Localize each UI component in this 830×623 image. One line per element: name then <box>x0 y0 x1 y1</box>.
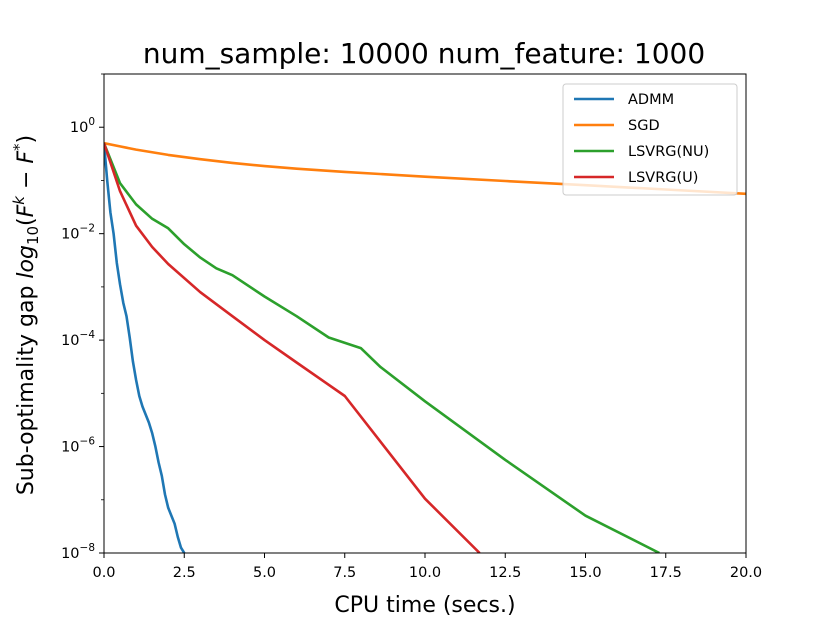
x-tick-label: 7.5 <box>333 565 356 581</box>
x-tick-label: 5.0 <box>253 565 276 581</box>
legend-label: LSVRG(NU) <box>628 144 709 160</box>
x-tick-label: 15.0 <box>569 565 601 581</box>
series-line-lsvrg-u <box>104 142 481 553</box>
x-axis-label: CPU time (secs.) <box>334 593 515 618</box>
y-tick-label: 100 <box>70 116 95 136</box>
y-axis-label-sub: 10 <box>24 226 42 245</box>
x-tick-label: 10.0 <box>409 565 441 581</box>
x-tick-label: 20.0 <box>730 565 762 581</box>
legend-label: LSVRG(U) <box>628 170 698 186</box>
y-axis-label-star: * <box>10 143 28 151</box>
x-tick-label: 12.5 <box>489 565 521 581</box>
y-axis-label-k: k <box>10 195 28 205</box>
y-axis-label-open: ( <box>14 217 39 226</box>
y-axis-label-log: log <box>14 245 39 279</box>
legend: ADMM SGD LSVRG(NU) LSVRG(U) <box>562 83 738 196</box>
x-axis-ticks: 0.0 2.5 5.0 7.5 10.0 12.5 15.0 17.5 20.0 <box>92 553 762 581</box>
y-axis-label-close: ) <box>14 135 39 144</box>
legend-box <box>562 83 738 196</box>
series-line-lsvrg-nu <box>104 142 660 553</box>
legend-label: SGD <box>628 118 660 134</box>
x-tick-label: 2.5 <box>173 565 196 581</box>
y-axis-label-minus: − <box>14 164 39 196</box>
legend-items: ADMM SGD LSVRG(NU) LSVRG(U) <box>574 92 709 186</box>
legend-label: ADMM <box>628 92 674 108</box>
y-tick-label: 10−6 <box>61 436 95 456</box>
series-line-admm <box>104 143 186 553</box>
y-axis-label-f1: F <box>14 204 39 217</box>
y-tick-label: 10−8 <box>61 542 95 562</box>
y-tick-label: 10−2 <box>61 223 95 243</box>
y-axis-label-text: Sub-optimality gap <box>14 279 39 496</box>
x-tick-label: 17.5 <box>650 565 682 581</box>
y-axis-label-f2: F <box>14 151 39 164</box>
y-axis-ticks: 100 10−2 10−4 10−6 10−8 <box>61 73 104 562</box>
y-axis-label: Sub-optimality gap log10(Fk − F*) <box>10 135 42 495</box>
chart-title: num_sample: 10000 num_feature: 1000 <box>143 37 705 70</box>
x-tick-label: 0.0 <box>92 565 115 581</box>
series-layer <box>104 141 746 553</box>
y-tick-label: 10−4 <box>61 329 95 349</box>
